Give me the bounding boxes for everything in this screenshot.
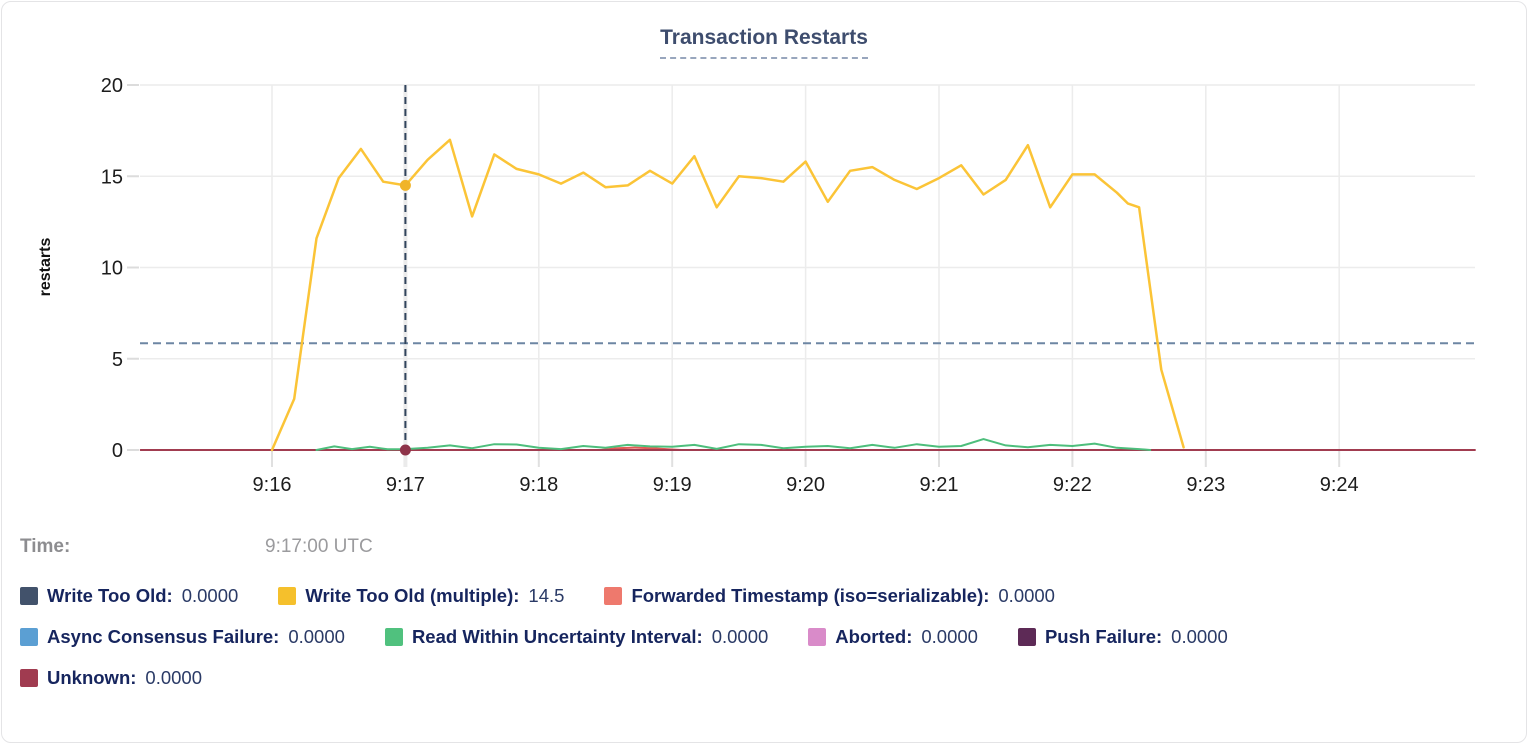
legend-label: Read Within Uncertainty Interval: (411, 626, 703, 647)
series-line-read-within-uncertainty-interval (315, 438, 1152, 451)
series-line-write-too-old-multiple (270, 138, 1185, 452)
y-tick-label: 15 (101, 166, 123, 188)
x-tick-label: 9:17 (386, 474, 425, 496)
legend-item-forwarded-timestamp: Forwarded Timestamp (iso=serializable): … (604, 585, 1055, 607)
time-value: 9:17:00 UTC (265, 536, 373, 557)
x-tick-label: 9:21 (920, 474, 959, 496)
legend-label: Unknown: (47, 667, 137, 688)
legend-item-async-consensus-failure: Async Consensus Failure: 0.0000 (20, 626, 345, 648)
y-axis-title: restarts (37, 238, 54, 297)
legend-value: 0.0000 (921, 626, 978, 647)
x-tick-label: 9:18 (519, 474, 558, 496)
legend-row-1: Write Too Old: 0.0000 Write Too Old (mul… (20, 585, 1520, 607)
legend-label: Async Consensus Failure: (47, 626, 280, 647)
legend-item-write-too-old-multiple: Write Too Old (multiple): 14.5 (278, 585, 564, 607)
y-tick-label: 0 (112, 440, 123, 462)
async-consensus-failure-swatch (20, 628, 38, 646)
transaction-restarts-chart[interactable]: 0 5 10 15 20 9:16 9:17 9:18 9:19 9:20 9:21 9:22 9:23… (0, 0, 1528, 515)
legend-value: 0.0000 (181, 585, 239, 606)
legend-value: 0.0000 (998, 585, 1055, 606)
legend-item-read-within-uncertainty-interval: Read Within Uncertainty Interval: 0.0000 (384, 626, 769, 648)
legend-value: 0.0000 (711, 626, 769, 647)
unknown-swatch (20, 669, 38, 687)
forwarded-timestamp-swatch (604, 587, 623, 605)
y-tick-label: 20 (101, 75, 123, 97)
hover-dot-unknown (399, 444, 411, 456)
read-within-uncertainty-interval-swatch (384, 628, 403, 646)
chart-title-text[interactable]: Transaction Restarts (660, 26, 868, 59)
write-too-old-swatch (20, 587, 38, 605)
time-label: Time: (20, 536, 71, 557)
legend-row-2: Async Consensus Failure: 0.0000 Read Wit… (20, 626, 1520, 648)
hover-time-row: Time: 9:17:00 UTC (20, 536, 1510, 562)
push-failure-swatch (1017, 628, 1036, 646)
legend-label: Write Too Old: (47, 585, 173, 606)
chart-legend: Write Too Old: 0.0000 Write Too Old (mul… (20, 585, 1520, 708)
chart-title: Transaction Restarts (0, 26, 1528, 59)
legend-label: Aborted: (835, 626, 913, 647)
x-tick-label: 9:22 (1053, 474, 1092, 496)
write-too-old-multiple-swatch (278, 587, 297, 605)
legend-item-push-failure: Push Failure: 0.0000 (1017, 626, 1228, 648)
legend-item-write-too-old: Write Too Old: 0.0000 (20, 585, 238, 607)
x-tick-label: 9:19 (653, 474, 692, 496)
hover-dot-write-too-old-multiple (399, 179, 411, 191)
hover-column-band (403, 85, 408, 467)
legend-value: 14.5 (528, 585, 565, 606)
x-tick-label: 9:24 (1320, 474, 1359, 496)
legend-label: Forwarded Timestamp (iso=serializable): (631, 585, 990, 606)
x-tick-label: 9:23 (1186, 474, 1225, 496)
legend-item-aborted: Aborted: 0.0000 (808, 626, 978, 648)
y-tick-label: 10 (101, 258, 123, 280)
legend-value: 0.0000 (288, 626, 345, 647)
legend-item-unknown: Unknown: 0.0000 (20, 667, 202, 689)
x-tick-label: 9:16 (253, 474, 292, 496)
legend-row-3: Unknown: 0.0000 (20, 667, 1520, 689)
legend-value: 0.0000 (1171, 626, 1228, 647)
x-tick-label: 9:20 (786, 474, 825, 496)
legend-value: 0.0000 (145, 667, 202, 688)
legend-label: Write Too Old (multiple): (305, 585, 520, 606)
aborted-swatch (808, 628, 827, 646)
y-tick-label: 5 (112, 349, 123, 371)
legend-label: Push Failure: (1044, 626, 1163, 647)
